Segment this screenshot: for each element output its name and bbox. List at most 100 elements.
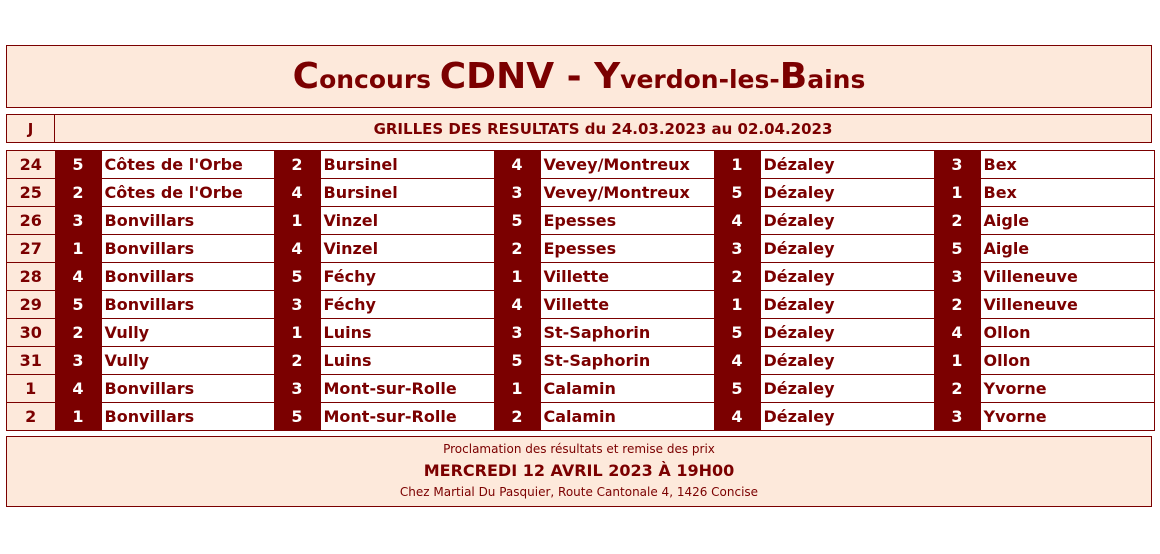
rank-cell: 3 (493, 178, 541, 207)
rank-cell: 4 (493, 150, 541, 179)
table-row: 30 2 Vully 1 Luins 3 St-Saphorin 5 Dézaley 4 Ollon (6, 318, 1155, 347)
rank-cell: 3 (273, 290, 321, 319)
title-part: oncours (319, 65, 440, 94)
rank-cell: 2 (273, 346, 321, 375)
day-cell: 28 (6, 262, 55, 291)
wine-region-cell: Dézaley (760, 346, 934, 375)
page-title: Concours CDNV - Yverdon-les-Bains (6, 45, 1152, 108)
rank-cell: 1 (713, 150, 761, 179)
wine-region-cell: Dézaley (760, 374, 934, 403)
day-column-header: J (7, 115, 55, 142)
rank-cell: 2 (54, 178, 102, 207)
wine-region-cell: Calamin (540, 402, 714, 431)
rank-cell: 5 (273, 402, 321, 431)
rank-cell: 2 (713, 262, 761, 291)
wine-region-cell: Bonvillars (101, 262, 274, 291)
rank-cell: 3 (273, 374, 321, 403)
wine-region-cell: Villeneuve (980, 262, 1155, 291)
proclamation-text: Proclamation des résultats et remise des… (443, 442, 715, 456)
wine-region-cell: Bursinel (320, 178, 494, 207)
title-part: B (779, 56, 808, 97)
wine-region-cell: Yvorne (980, 402, 1155, 431)
wine-region-cell: Villette (540, 290, 714, 319)
wine-region-cell: Luins (320, 346, 494, 375)
wine-region-cell: Mont-sur-Rolle (320, 374, 494, 403)
results-grid: 24 5 Côtes de l'Orbe 2 Bursinel 4 Vevey/Montre… (6, 150, 1155, 431)
rank-cell: 4 (713, 346, 761, 375)
wine-region-cell: Dézaley (760, 318, 934, 347)
title-part: - (554, 56, 595, 97)
rank-cell: 2 (933, 374, 981, 403)
wine-region-cell: Dézaley (760, 234, 934, 263)
rank-cell: 4 (54, 374, 102, 403)
wine-region-cell: Mont-sur-Rolle (320, 402, 494, 431)
day-cell: 31 (6, 346, 55, 375)
wine-region-cell: Féchy (320, 262, 494, 291)
wine-region-cell: Féchy (320, 290, 494, 319)
wine-region-cell: Dézaley (760, 178, 934, 207)
wine-region-cell: Yvorne (980, 374, 1155, 403)
rank-cell: 1 (933, 178, 981, 207)
table-row: 2 1 Bonvillars 5 Mont-sur-Rolle 2 Calamin 4 Déza… (6, 402, 1155, 431)
wine-region-cell: Bonvillars (101, 374, 274, 403)
day-cell: 25 (6, 178, 55, 207)
table-row: 26 3 Bonvillars 1 Vinzel 5 Epesses 4 Dézaley 2 Aig… (6, 206, 1155, 235)
rank-cell: 1 (54, 402, 102, 431)
rank-cell: 3 (933, 262, 981, 291)
rank-cell: 1 (493, 262, 541, 291)
rank-cell: 3 (713, 234, 761, 263)
rank-cell: 5 (713, 374, 761, 403)
day-cell: 1 (6, 374, 55, 403)
table-row: 31 3 Vully 2 Luins 5 St-Saphorin 4 Dézaley 1 Ollon (6, 346, 1155, 375)
rank-cell: 3 (493, 318, 541, 347)
table-row: 25 2 Côtes de l'Orbe 4 Bursinel 3 Vevey/Montre… (6, 178, 1155, 207)
rank-cell: 2 (54, 318, 102, 347)
rank-cell: 1 (713, 290, 761, 319)
rank-cell: 4 (493, 290, 541, 319)
wine-region-cell: Dézaley (760, 206, 934, 235)
wine-region-cell: Bonvillars (101, 290, 274, 319)
results-title: GRILLES DES RESULTATS du 24.03.2023 au 0… (373, 119, 833, 138)
event-date: MERCREDI 12 AVRIL 2023 À 19H00 (423, 461, 735, 480)
table-row: 1 4 Bonvillars 3 Mont-sur-Rolle 1 Calamin 5 Déza… (6, 374, 1155, 403)
rank-cell: 4 (54, 262, 102, 291)
wine-region-cell: St-Saphorin (540, 318, 714, 347)
table-row: 24 5 Côtes de l'Orbe 2 Bursinel 4 Vevey/Montre… (6, 150, 1155, 179)
wine-region-cell: Bonvillars (101, 206, 274, 235)
rank-cell: 1 (933, 346, 981, 375)
rank-cell: 1 (54, 234, 102, 263)
title-part: CDNV (439, 56, 555, 97)
rank-cell: 4 (273, 234, 321, 263)
wine-region-cell: Bex (980, 178, 1155, 207)
wine-region-cell: Ollon (980, 318, 1155, 347)
rank-cell: 1 (273, 318, 321, 347)
rank-cell: 3 (933, 150, 981, 179)
rank-cell: 5 (273, 262, 321, 291)
wine-region-cell: Villeneuve (980, 290, 1155, 319)
title-part: Y (594, 56, 621, 97)
results-header: J GRILLES DES RESULTATS du 24.03.2023 au… (6, 114, 1152, 143)
day-cell: 2 (6, 402, 55, 431)
rank-cell: 2 (493, 234, 541, 263)
title-part: ains (807, 65, 866, 94)
wine-region-cell: Côtes de l'Orbe (101, 178, 274, 207)
wine-region-cell: Côtes de l'Orbe (101, 150, 274, 179)
table-row: 28 4 Bonvillars 5 Féchy 1 Villette 2 Dézaley 3 Vil… (6, 262, 1155, 291)
rank-cell: 3 (54, 206, 102, 235)
wine-region-cell: Bex (980, 150, 1155, 179)
rank-cell: 4 (273, 178, 321, 207)
rank-cell: 4 (713, 206, 761, 235)
wine-region-cell: St-Saphorin (540, 346, 714, 375)
wine-region-cell: Dézaley (760, 290, 934, 319)
rank-cell: 2 (273, 150, 321, 179)
footer: Proclamation des résultats et remise des… (6, 436, 1152, 507)
wine-region-cell: Vevey/Montreux (540, 150, 714, 179)
title-part: C (292, 56, 320, 97)
rank-cell: 5 (933, 234, 981, 263)
rank-cell: 5 (493, 206, 541, 235)
wine-region-cell: Aigle (980, 206, 1155, 235)
rank-cell: 1 (493, 374, 541, 403)
wine-region-cell: Vinzel (320, 206, 494, 235)
day-cell: 27 (6, 234, 55, 263)
wine-region-cell: Epesses (540, 206, 714, 235)
